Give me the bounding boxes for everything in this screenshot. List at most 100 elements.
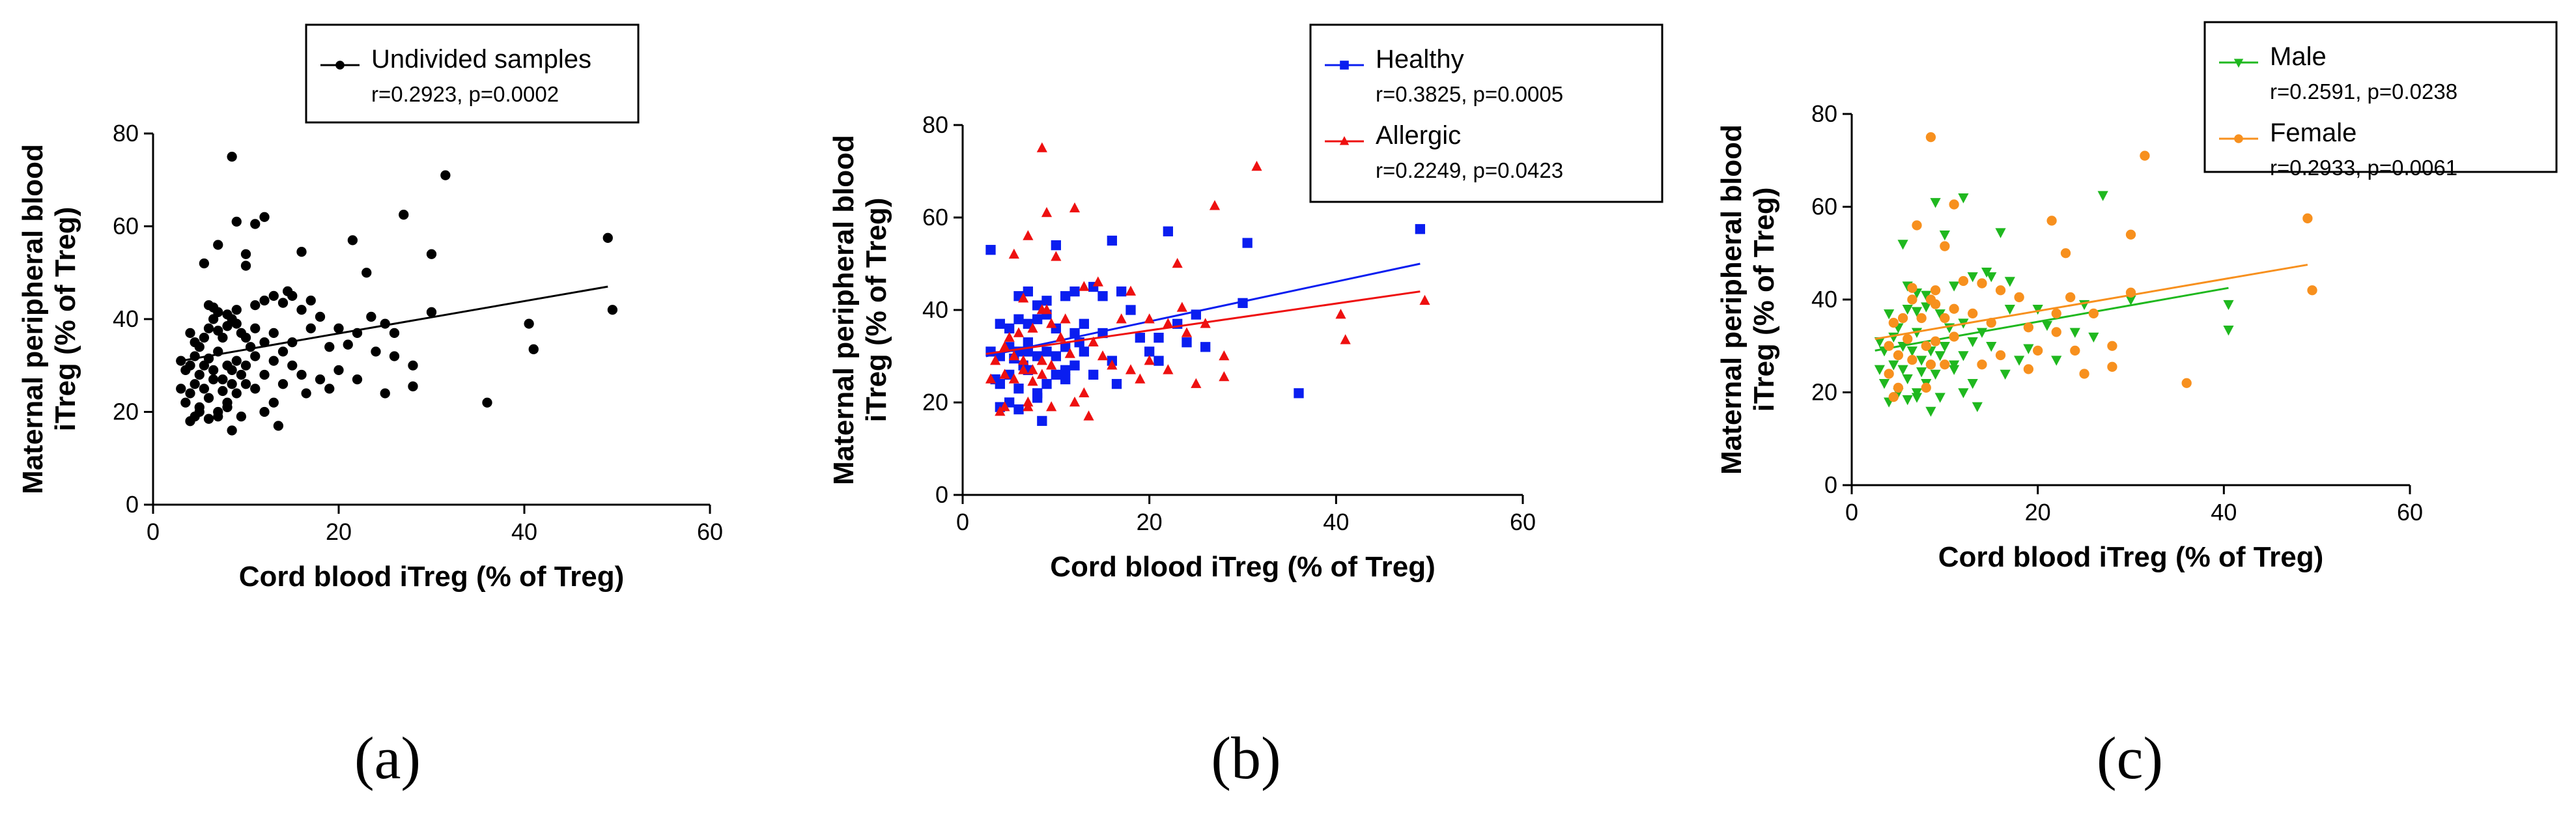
data-point [1079, 281, 1090, 291]
legend-swatch-marker [2234, 134, 2243, 143]
data-point [203, 323, 214, 333]
data-point [277, 298, 289, 308]
data-point [222, 402, 233, 413]
data-point [1069, 286, 1080, 297]
data-point [1912, 220, 1922, 231]
data-point [2051, 327, 2061, 337]
data-point [1930, 369, 1941, 380]
data-point [1111, 378, 1122, 389]
data-point [1079, 387, 1090, 398]
data-point [231, 356, 242, 366]
panel-label: (c) [2097, 725, 2163, 791]
data-point [259, 369, 270, 380]
data-point [389, 351, 400, 361]
data-point [1107, 235, 1117, 246]
data-point [2041, 320, 2053, 331]
data-point [1092, 276, 1103, 287]
data-point [1135, 373, 1146, 384]
data-point [2107, 341, 2117, 351]
data-point [1907, 354, 1918, 365]
data-point [1027, 364, 1038, 374]
data-point [1242, 238, 1253, 248]
chart-panel-1: 0 20 40 60 0 20 40 60 80 Cord blood iTreg (% of T… [17, 23, 723, 791]
data-point [524, 318, 534, 329]
data-point [2000, 369, 2011, 380]
data-point [1902, 374, 1913, 385]
data-point [1958, 275, 1969, 287]
data-point [1088, 336, 1099, 346]
data-point [236, 411, 247, 422]
data-point [1893, 350, 1904, 361]
data-point [199, 332, 210, 343]
x-tick-label: 60 [2397, 499, 2423, 526]
data-point [2079, 369, 2089, 379]
data-point [296, 305, 307, 315]
data-point [1884, 369, 1894, 379]
data-point [1884, 341, 1894, 351]
data-point [1967, 272, 1978, 283]
data-point [999, 369, 1010, 379]
data-point [240, 379, 251, 389]
data-point [1036, 369, 1047, 379]
data-point [1125, 364, 1137, 374]
data-point [1958, 351, 1969, 361]
data-point [1018, 355, 1029, 365]
data-point [1930, 336, 1941, 346]
data-point [277, 346, 289, 357]
data-point [371, 346, 381, 357]
data-point [1023, 401, 1034, 412]
x-tick-label: 0 [1845, 499, 1858, 526]
data-point [1172, 258, 1183, 268]
data-point [2051, 308, 2061, 319]
data-point [1921, 290, 1932, 301]
legend-series-stats: r=0.2249, p=0.0423 [1376, 158, 1563, 182]
data-point [1916, 356, 1927, 366]
data-point [1051, 369, 1061, 380]
data-point [528, 344, 539, 354]
data-point [1041, 296, 1052, 306]
data-point [277, 379, 289, 389]
data-point [1088, 369, 1099, 380]
data-point [296, 369, 307, 380]
data-point [1051, 251, 1062, 261]
data-point [1027, 322, 1038, 333]
regression-line [1875, 264, 2308, 341]
data-point [1023, 337, 1033, 348]
data-point [240, 332, 251, 343]
y-axis-label-line: Maternal peripheral blood [1716, 124, 1748, 475]
data-point [426, 249, 437, 259]
data-point [1032, 351, 1043, 361]
data-point [240, 249, 251, 259]
data-point [1940, 359, 1950, 370]
series-allergic [985, 142, 1430, 421]
y-tick-label: 0 [935, 481, 948, 508]
data-point [995, 406, 1006, 416]
data-point [1097, 350, 1109, 361]
legend-box [305, 23, 640, 124]
data-point [218, 386, 228, 397]
data-point [1967, 378, 1978, 389]
data-point [1888, 317, 1899, 328]
y-tick-label: 40 [922, 296, 948, 323]
y-axis-label: Maternal peripheral bloodiTreg (% of Tre… [1716, 124, 1780, 475]
data-point [1911, 307, 1923, 317]
data-point [1125, 305, 1136, 315]
data-point [227, 425, 237, 436]
x-tick-label: 20 [1137, 509, 1163, 535]
data-point [1023, 230, 1034, 240]
data-point [1930, 198, 1941, 208]
data-point [315, 374, 326, 385]
legend-swatch-marker [1340, 61, 1349, 70]
data-point [1958, 388, 1969, 399]
data-point [1415, 224, 1425, 234]
x-tick-label: 40 [2211, 499, 2237, 526]
data-point [231, 216, 242, 227]
data-point [1041, 346, 1052, 357]
data-point [1036, 304, 1047, 315]
data-point [1013, 404, 1024, 415]
data-point [1958, 193, 1969, 204]
data-point [1144, 355, 1155, 365]
data-point [1004, 323, 1015, 334]
data-point [1046, 318, 1057, 328]
data-point [1902, 304, 1913, 315]
